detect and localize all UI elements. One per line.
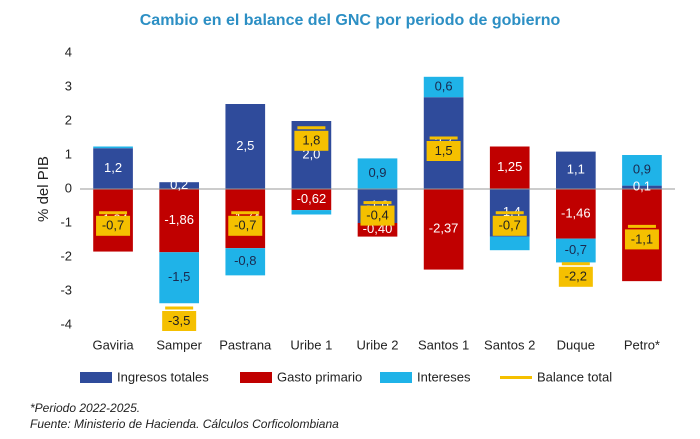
value-label: -0,8 — [234, 253, 256, 268]
bar-segment — [357, 223, 398, 237]
y-tick-label: -4 — [60, 316, 72, 331]
bar-segment — [556, 189, 596, 239]
y-tick-label: 3 — [65, 78, 72, 93]
legend-label: Intereses — [417, 369, 471, 384]
legend-swatch — [240, 372, 272, 383]
balance-label: -0,7 — [234, 218, 256, 233]
x-tick-label: Uribe 2 — [357, 337, 399, 352]
balance-label: -0,4 — [366, 208, 388, 223]
legend-swatch — [80, 372, 112, 383]
balance-label-box — [492, 215, 527, 236]
y-tick-label: -1 — [60, 214, 72, 229]
balance-label-box — [426, 141, 461, 161]
bar-segment — [556, 238, 596, 263]
bar-segment — [489, 146, 530, 189]
value-label: -0,62 — [297, 191, 327, 206]
value-label: 1,2 — [104, 160, 122, 175]
footnote: *Periodo 2022-2025. — [30, 401, 140, 415]
value-label: 0,2 — [170, 177, 188, 192]
balance-label-box — [360, 205, 395, 226]
bar-segment — [225, 248, 266, 276]
value-label: -1,86 — [164, 212, 194, 227]
bar-segment — [159, 182, 199, 189]
balance-label-box — [162, 311, 197, 331]
value-label: 0,1 — [633, 179, 651, 194]
bar-segment — [423, 189, 464, 270]
bar-segment — [622, 155, 662, 186]
legend-label: Balance total — [537, 369, 612, 384]
legend-swatch — [380, 372, 412, 383]
bar-segment — [159, 252, 199, 304]
source-note: Fuente: Ministerio de Hacienda. Cálculos… — [30, 417, 339, 431]
y-tick-label: 0 — [65, 180, 72, 195]
x-tick-label: Santos 1 — [418, 337, 469, 352]
x-tick-label: Gaviria — [92, 337, 134, 352]
value-label: 1,1 — [567, 162, 585, 177]
bar-segment — [291, 210, 332, 215]
bar-segment — [489, 236, 530, 251]
balance-label-box — [558, 266, 593, 287]
x-tick-label: Samper — [156, 337, 202, 352]
y-axis-label: % del PIB — [35, 156, 52, 222]
bar-segment — [93, 146, 133, 149]
balance-label: 1,5 — [435, 143, 453, 158]
value-label: -1,5 — [168, 269, 190, 284]
x-tick-label: Petro* — [624, 337, 660, 352]
bar-segment — [622, 185, 662, 189]
balance-label: -3,5 — [168, 313, 190, 328]
bar-segment — [225, 104, 266, 189]
value-label: -1,46 — [561, 205, 591, 220]
bar-segment — [556, 151, 596, 189]
y-tick-label: 4 — [65, 44, 72, 59]
x-tick-label: Pastrana — [219, 337, 272, 352]
bar-segment — [291, 189, 332, 211]
y-tick-label: 2 — [65, 112, 72, 127]
balance-label: -0,7 — [102, 218, 124, 233]
value-label: 0,9 — [368, 165, 386, 180]
bar-segment — [357, 158, 398, 189]
value-label: 2,5 — [236, 138, 254, 153]
value-label: -0,7 — [565, 242, 587, 257]
balance-label-box — [294, 130, 329, 151]
legend-label: Gasto primario — [277, 369, 362, 384]
x-tick-label: Santos 2 — [484, 337, 535, 352]
x-tick-label: Duque — [557, 337, 595, 352]
value-label: 1,25 — [497, 159, 522, 174]
balance-label: 1,8 — [302, 133, 320, 148]
chart-title: Cambio en el balance del GNC por periodo… — [140, 12, 561, 29]
balance-label-box — [96, 215, 131, 236]
balance-label: -0,7 — [499, 218, 521, 233]
balance-label: -1,1 — [631, 231, 653, 246]
legend-label: Ingresos totales — [117, 369, 209, 384]
value-label: -2,37 — [429, 221, 459, 236]
balance-label: -2,2 — [565, 269, 587, 284]
value-label: 0,9 — [633, 162, 651, 177]
balance-label-box — [228, 215, 263, 236]
balance-label-box — [624, 229, 659, 250]
y-tick-label: -3 — [60, 282, 72, 297]
bar-segment — [93, 148, 133, 189]
bar-segment — [423, 76, 464, 98]
value-label: 0,6 — [435, 78, 453, 93]
bar-segment — [159, 189, 199, 253]
x-tick-label: Uribe 1 — [290, 337, 332, 352]
y-tick-label: 1 — [65, 146, 72, 161]
y-tick-label: -2 — [60, 248, 72, 263]
